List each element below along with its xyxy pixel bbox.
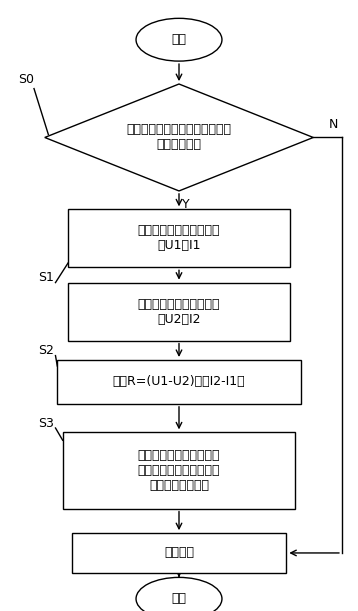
Text: S1: S1	[39, 271, 54, 284]
Text: S3: S3	[39, 417, 54, 430]
Text: S0: S0	[18, 73, 34, 86]
Text: 结束: 结束	[171, 592, 187, 606]
Text: 判断允许的输入电流是否达到预
设第一电流值: 判断允许的输入电流是否达到预 设第一电流值	[126, 123, 232, 152]
Bar	[68, 282, 290, 341]
Text: S2: S2	[39, 344, 54, 357]
Text: 计算R=(U1-U2)／（I2-I1）: 计算R=(U1-U2)／（I2-I1）	[113, 375, 245, 389]
Polygon shape	[45, 84, 313, 191]
Bar	[68, 209, 290, 268]
Bar	[57, 360, 301, 404]
Text: Y: Y	[182, 198, 190, 211]
Ellipse shape	[136, 577, 222, 611]
Bar	[63, 433, 295, 508]
Text: 限流预设第三电流值，采
样U2和I2: 限流预设第三电流值，采 样U2和I2	[138, 298, 220, 326]
Ellipse shape	[136, 18, 222, 61]
Text: 正常充电: 正常充电	[164, 546, 194, 560]
Text: 开始: 开始	[171, 33, 187, 46]
Bar	[72, 533, 286, 573]
Text: 基于输入线路的阻抗，控
制输入线路的电压降以限
制输入线路的电流: 基于输入线路的阻抗，控 制输入线路的电压降以限 制输入线路的电流	[138, 449, 220, 492]
Text: 限流预设第二电流值，采
样U1和I1: 限流预设第二电流值，采 样U1和I1	[138, 224, 220, 252]
Text: N: N	[329, 117, 338, 131]
